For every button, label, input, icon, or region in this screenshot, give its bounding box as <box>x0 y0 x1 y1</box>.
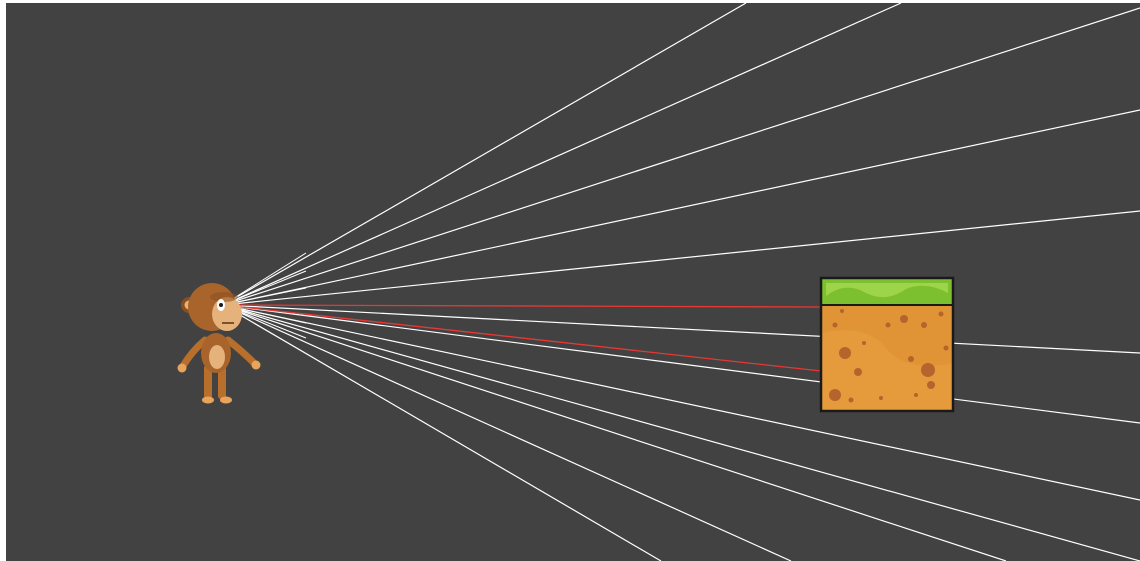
monkey-arms <box>177 336 261 373</box>
vision-ray <box>222 3 902 306</box>
monkey-brow <box>210 292 238 302</box>
monkey-belly <box>209 345 225 369</box>
vision-ray-hit <box>222 304 822 372</box>
block-dirt-shade <box>821 330 953 411</box>
monkey-player <box>177 283 261 404</box>
monkey-face <box>212 297 242 331</box>
vision-ray <box>222 109 1140 306</box>
vision-ray <box>222 304 1140 501</box>
vision-ray <box>222 304 792 561</box>
vision-ray <box>222 7 1140 306</box>
monkey-pupil <box>219 303 223 307</box>
vision-rays <box>222 3 1140 561</box>
vision-ray-hit <box>222 304 822 308</box>
vision-ray <box>222 210 1140 306</box>
vision-ray <box>222 304 1007 561</box>
vision-ray <box>222 304 1140 424</box>
monkey-legs <box>202 365 232 404</box>
vision-ray-short <box>222 270 307 306</box>
block-outline <box>819 276 955 413</box>
vision-ray <box>222 304 662 561</box>
vision-ray <box>222 304 1140 354</box>
vision-ray <box>222 304 1140 561</box>
grass-dirt-block <box>819 276 955 413</box>
block-dirt-spots <box>829 309 949 403</box>
block-grass-highlight <box>826 283 948 298</box>
game-viewport[interactable] <box>6 3 1140 561</box>
vision-ray <box>222 3 747 306</box>
game-scene <box>177 3 1140 561</box>
